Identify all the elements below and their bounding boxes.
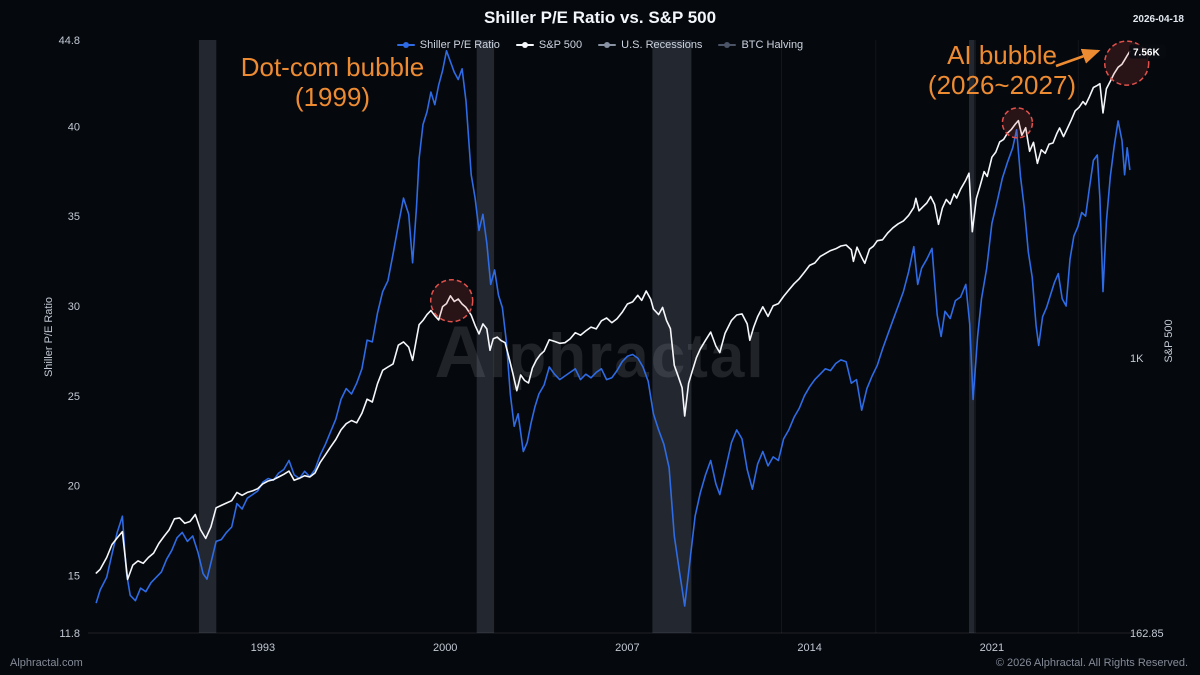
chart-title: Shiller P/E Ratio vs. S&P 500 (483, 8, 717, 27)
report-date: 2026-04-18 (1132, 14, 1184, 25)
series-s-p-500 (95, 50, 1131, 581)
x-tick-label: 1993 (251, 642, 275, 654)
dotcom-bubble-year: (1999) (294, 82, 371, 113)
left-tick-label: 30 (68, 301, 80, 313)
legend-item-s-p-500[interactable]: S&P 500 (515, 39, 583, 51)
x-tick-label: 2000 (433, 642, 457, 654)
left-axis-title: Shiller P/E Ratio (43, 297, 55, 377)
legend-item-shiller-p-e-ratio[interactable]: Shiller P/E Ratio (396, 39, 500, 51)
legend: Shiller P/E Ratio S&P 500 U.S. Recessions B… (0, 39, 1200, 51)
last-value-badge (1129, 44, 1166, 59)
legend-label: S&P 500 (538, 39, 583, 51)
right-tick-label: 1K (1130, 353, 1144, 365)
ai-bubble-annotation: AI bubble (2026~2027) (912, 40, 1092, 100)
bubble-highlight-circle (1001, 107, 1034, 139)
legend-item-btc-halving[interactable]: BTC Halving (718, 39, 803, 51)
x-tick-label: 2007 (615, 642, 639, 654)
bubble-highlight-circle (429, 278, 474, 323)
legend-marker-icon (598, 41, 617, 49)
dotcom-bubble-label: Dot-com bubble (240, 52, 425, 82)
left-tick-label: 20 (68, 481, 80, 493)
ai-bubble-arrow-icon (1055, 48, 1101, 68)
x-tick-label: 2014 (797, 642, 821, 654)
legend-marker-icon (718, 41, 737, 49)
legend-label: Shiller P/E Ratio (419, 39, 500, 51)
left-tick-label: 15 (68, 571, 80, 583)
footer-site-link[interactable]: Alphractal.com (10, 657, 83, 669)
recession-band (969, 40, 975, 633)
ai-bubble-label: AI bubble (947, 40, 1057, 70)
right-tick-label: 162.85 (1130, 628, 1164, 640)
legend-marker-icon (396, 41, 415, 49)
recession-band (476, 40, 495, 633)
right-axis-title: S&P 500 (1163, 319, 1175, 362)
left-tick-label: 44.8 (59, 35, 80, 47)
left-tick-label: 35 (68, 211, 80, 223)
dotcom-bubble-annotation: Dot-com bubble (1999) (215, 52, 450, 112)
last-value-label: 7.56K (1133, 48, 1160, 59)
x-tick-label: 2021 (980, 642, 1004, 654)
legend-item-u-s-recessions[interactable]: U.S. Recessions (598, 39, 702, 51)
ai-bubble-year: (2026~2027) (927, 70, 1077, 101)
legend-label: U.S. Recessions (621, 39, 703, 51)
left-tick-label: 25 (68, 391, 80, 403)
legend-label: BTC Halving (741, 39, 804, 51)
left-tick-label: 11.8 (59, 628, 80, 640)
recession-band (198, 40, 217, 633)
legend-marker-icon (515, 41, 534, 49)
footer-copyright: © 2026 Alphractal. All Rights Reserved. (995, 657, 1188, 669)
series-shiller-p-e-ratio (95, 50, 1131, 607)
left-tick-label: 40 (68, 121, 80, 133)
